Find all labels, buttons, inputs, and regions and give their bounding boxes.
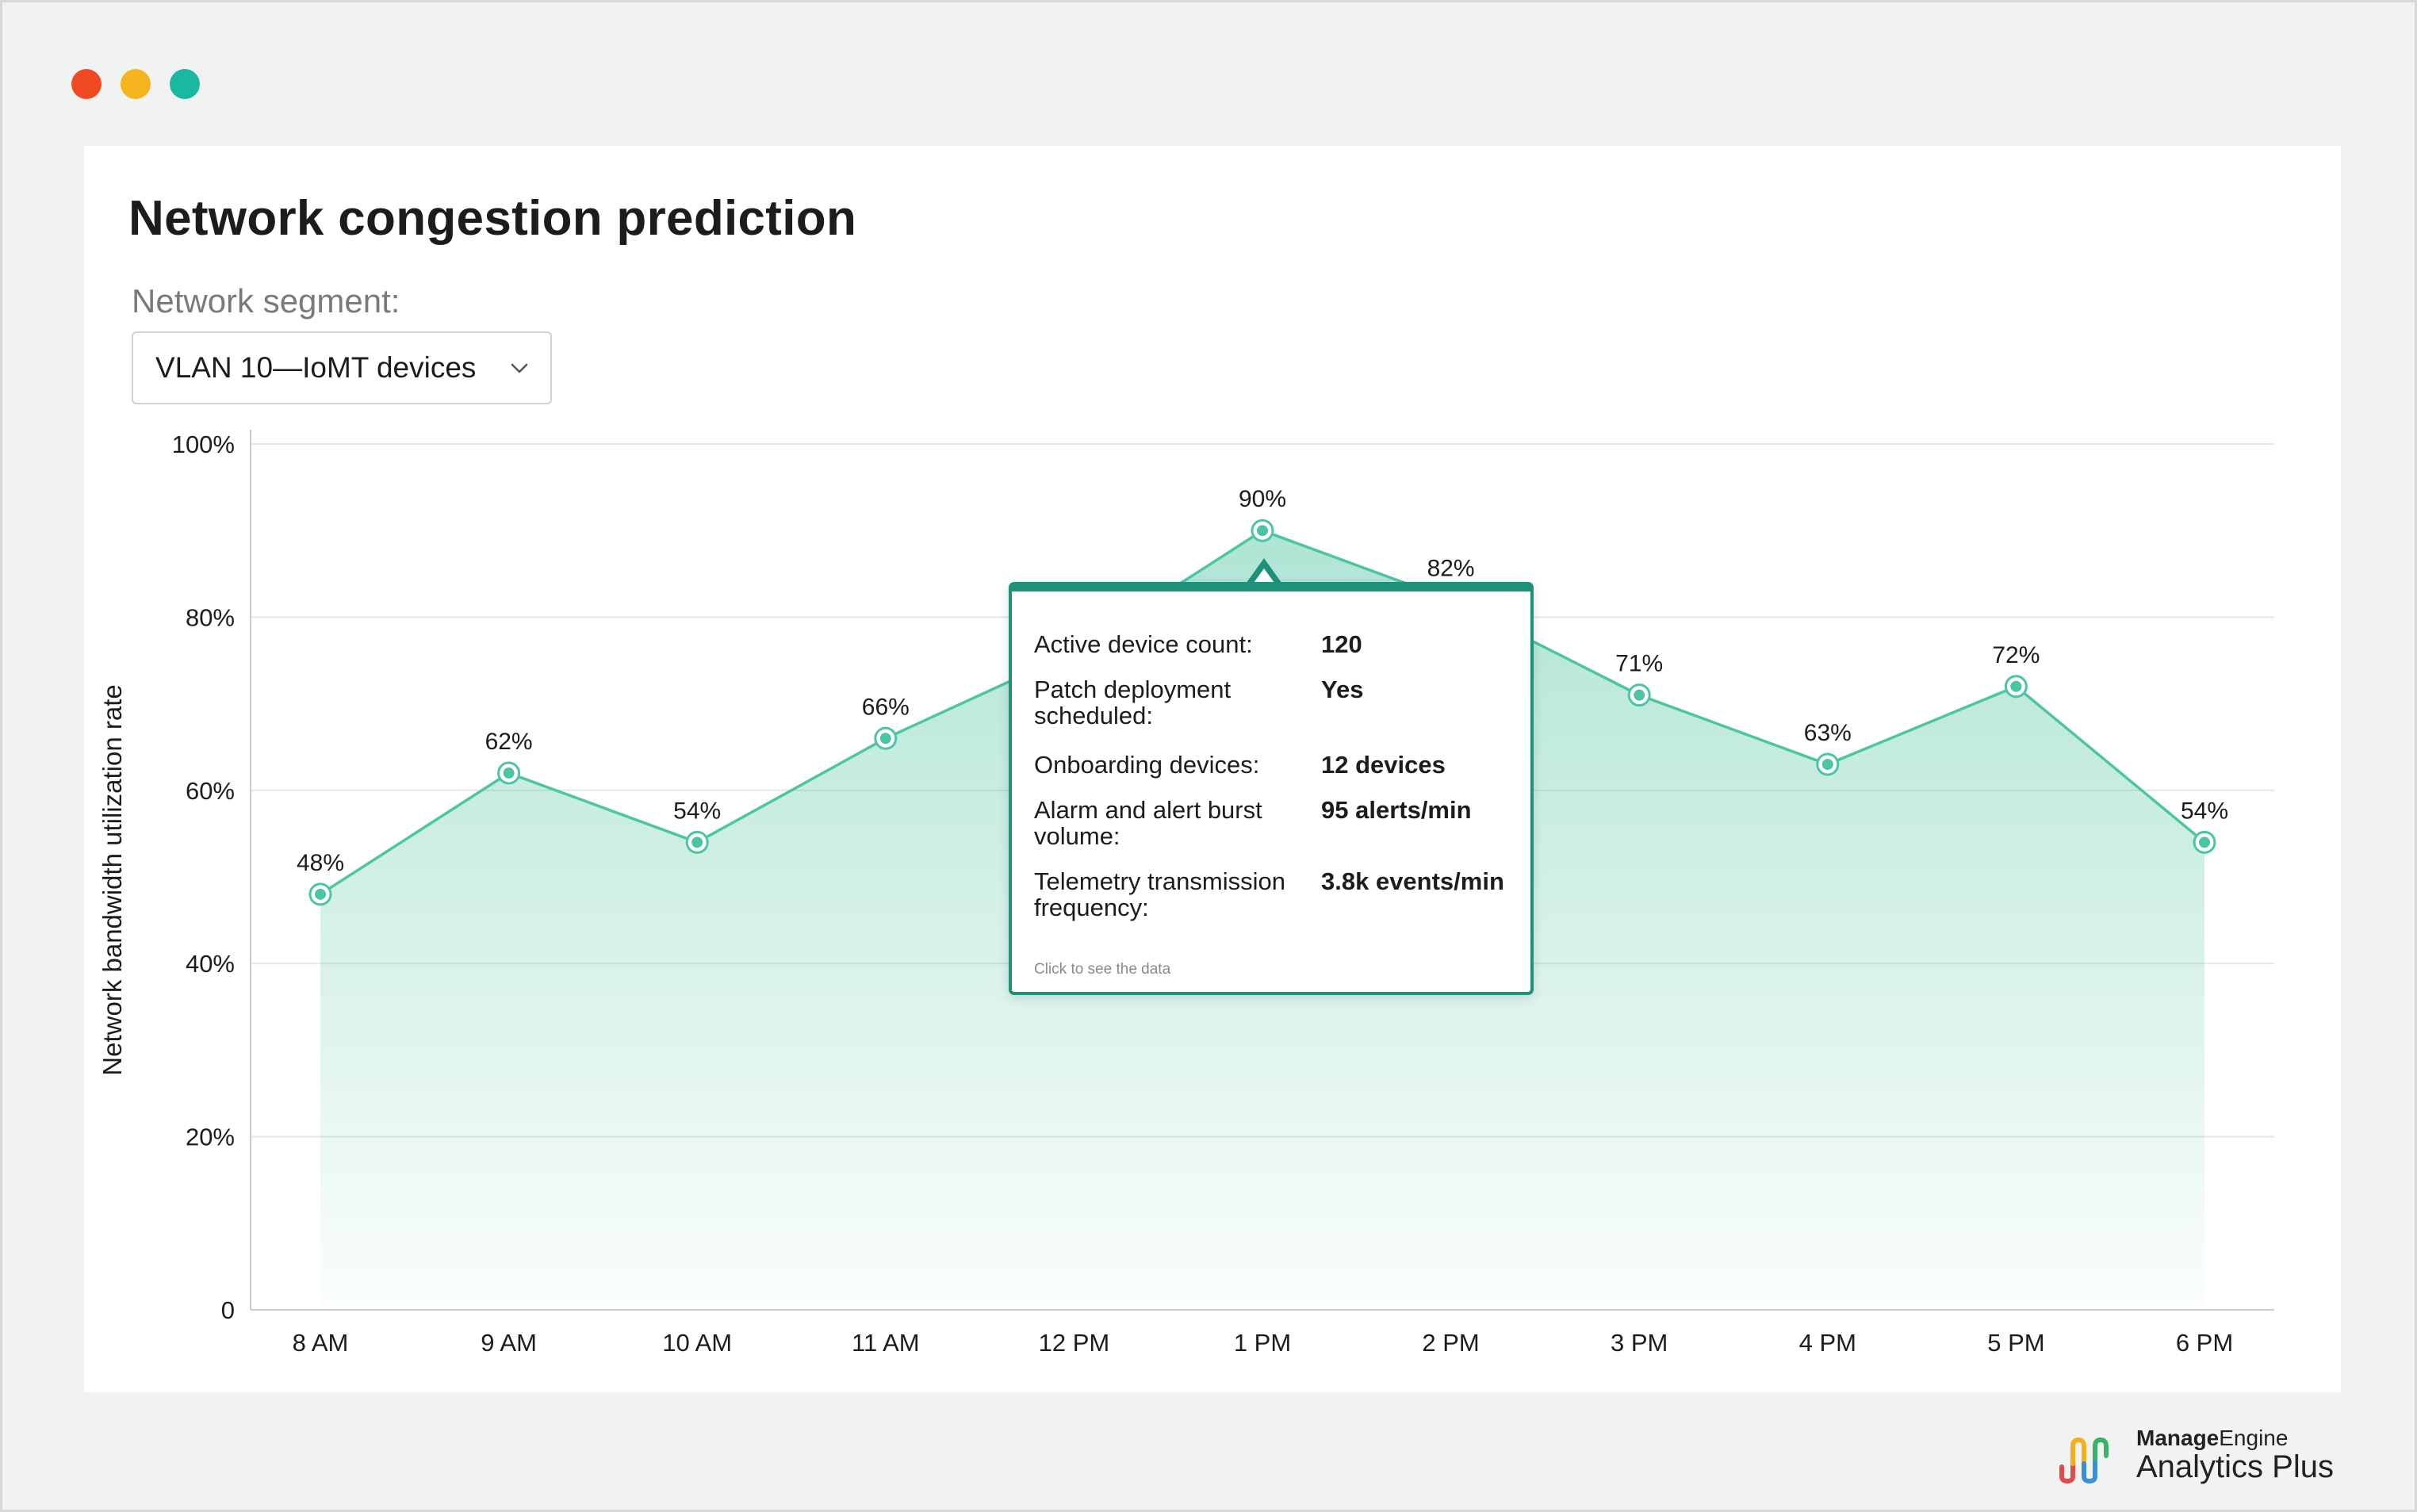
page-title: Network congestion prediction bbox=[128, 191, 857, 246]
tooltip-value: 120 bbox=[1321, 630, 1362, 658]
tooltip-value: 95 alerts/min bbox=[1321, 796, 1472, 824]
data-point-core bbox=[691, 836, 703, 848]
data-label: 62% bbox=[485, 729, 533, 755]
window-maximize-button[interactable] bbox=[170, 69, 200, 99]
x-tick-label: 3 PM bbox=[1611, 1329, 1668, 1357]
data-label: 63% bbox=[1804, 720, 1852, 746]
tooltip-label: Active device count: bbox=[1034, 630, 1253, 658]
data-point-core bbox=[2199, 836, 2210, 848]
window-close-button[interactable] bbox=[71, 69, 102, 99]
data-point-core bbox=[2010, 680, 2022, 692]
tooltip-label: Alarm and alert burst volume: bbox=[1034, 796, 1262, 850]
data-tooltip[interactable]: Active device count: 120 Patch deploymen… bbox=[1009, 582, 1534, 995]
x-tick-label: 1 PM bbox=[1234, 1329, 1291, 1357]
segment-dropdown[interactable]: VLAN 10—IoMT devices bbox=[132, 331, 552, 404]
y-tick-label: 20% bbox=[186, 1123, 235, 1151]
data-label: 71% bbox=[1615, 651, 1663, 677]
brand-logo: ManageEngine Analytics Plus bbox=[2054, 1426, 2339, 1489]
x-tick-label: 8 AM bbox=[293, 1329, 349, 1357]
brand-name-line2: Analytics Plus bbox=[2136, 1449, 2334, 1484]
x-tick-label: 2 PM bbox=[1422, 1329, 1479, 1357]
x-tick-label: 10 AM bbox=[662, 1329, 732, 1357]
data-label: 90% bbox=[1239, 486, 1286, 512]
tooltip-value: 12 devices bbox=[1321, 751, 1446, 779]
y-tick-label: 40% bbox=[186, 950, 235, 978]
tooltip-value: 3.8k events/min bbox=[1321, 867, 1504, 895]
analytics-plus-logo-icon bbox=[2059, 1437, 2109, 1484]
chevron-down-icon bbox=[511, 363, 528, 373]
x-tick-label: 4 PM bbox=[1799, 1329, 1856, 1357]
data-point-core bbox=[879, 733, 891, 745]
data-label: 82% bbox=[1427, 556, 1475, 582]
y-tick-label: 60% bbox=[186, 777, 235, 805]
tooltip-hint[interactable]: Click to see the data bbox=[1034, 961, 1171, 978]
segment-label: Network segment: bbox=[132, 282, 400, 320]
x-tick-label: 6 PM bbox=[2176, 1329, 2233, 1357]
data-point-core bbox=[1257, 525, 1268, 537]
tooltip-label: Telemetry transmission frequency: bbox=[1034, 867, 1285, 921]
tooltip-label: Onboarding devices: bbox=[1034, 751, 1260, 779]
x-tick-label: 9 AM bbox=[481, 1329, 537, 1357]
tooltip-value: Yes bbox=[1321, 676, 1364, 703]
data-point-core bbox=[503, 767, 515, 779]
data-point-core bbox=[315, 888, 326, 900]
segment-dropdown-value: VLAN 10—IoMT devices bbox=[155, 351, 477, 384]
data-label: 54% bbox=[2181, 798, 2228, 824]
data-label: 54% bbox=[673, 798, 721, 824]
x-tick-label: 12 PM bbox=[1039, 1329, 1110, 1357]
data-label: 48% bbox=[297, 850, 344, 876]
y-tick-label: 0 bbox=[221, 1296, 235, 1324]
data-point-core bbox=[1821, 759, 1833, 771]
window-minimize-button[interactable] bbox=[121, 69, 151, 99]
data-point-core bbox=[1634, 689, 1645, 701]
data-label: 66% bbox=[862, 694, 910, 720]
x-tick-label: 5 PM bbox=[1987, 1329, 2044, 1357]
data-label: 72% bbox=[1992, 642, 2040, 668]
tooltip-label: Patch deployment scheduled: bbox=[1034, 676, 1231, 729]
brand-name-line1: ManageEngine bbox=[2136, 1426, 2289, 1450]
x-tick-label: 11 AM bbox=[852, 1329, 920, 1357]
y-tick-label: 80% bbox=[186, 603, 235, 631]
y-tick-label: 100% bbox=[172, 431, 235, 458]
